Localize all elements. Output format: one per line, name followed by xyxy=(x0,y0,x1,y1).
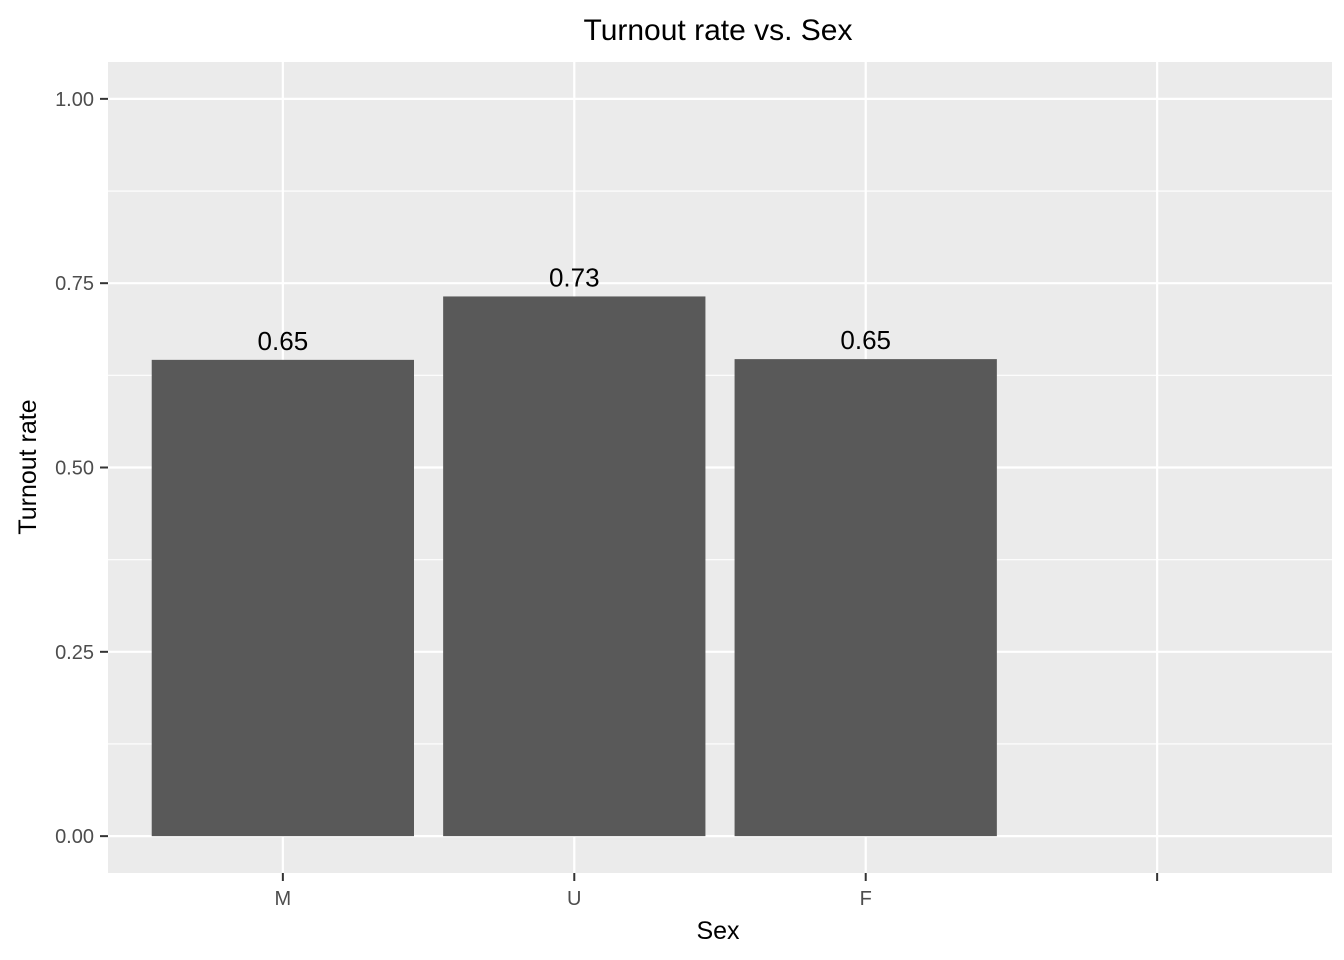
y-axis-title: Turnout rate xyxy=(14,399,42,534)
x-tick-label: F xyxy=(860,888,872,910)
data-label-F: 0.65 xyxy=(840,325,891,355)
chart-title: Turnout rate vs. Sex xyxy=(583,14,852,47)
x-tick-label: U xyxy=(567,888,581,910)
data-label-U: 0.73 xyxy=(549,262,600,292)
y-tick-label: 0.00 xyxy=(55,826,94,848)
y-tick-label: 0.75 xyxy=(55,273,94,295)
y-tick-label: 0.50 xyxy=(55,458,94,480)
bars xyxy=(151,296,997,837)
bar-M xyxy=(151,359,414,837)
y-axis: 0.00 0.25 0.50 0.75 1.00 xyxy=(55,89,108,848)
y-tick-label: 1.00 xyxy=(55,89,94,111)
data-label-M: 0.65 xyxy=(258,326,309,356)
x-tick-label: M xyxy=(275,888,292,910)
bar-U xyxy=(443,296,706,837)
bar-F xyxy=(734,359,997,837)
x-axis-title: Sex xyxy=(696,917,740,945)
data-labels: 0.65 0.73 0.65 xyxy=(258,262,891,355)
y-tick-label: 0.25 xyxy=(55,642,94,664)
